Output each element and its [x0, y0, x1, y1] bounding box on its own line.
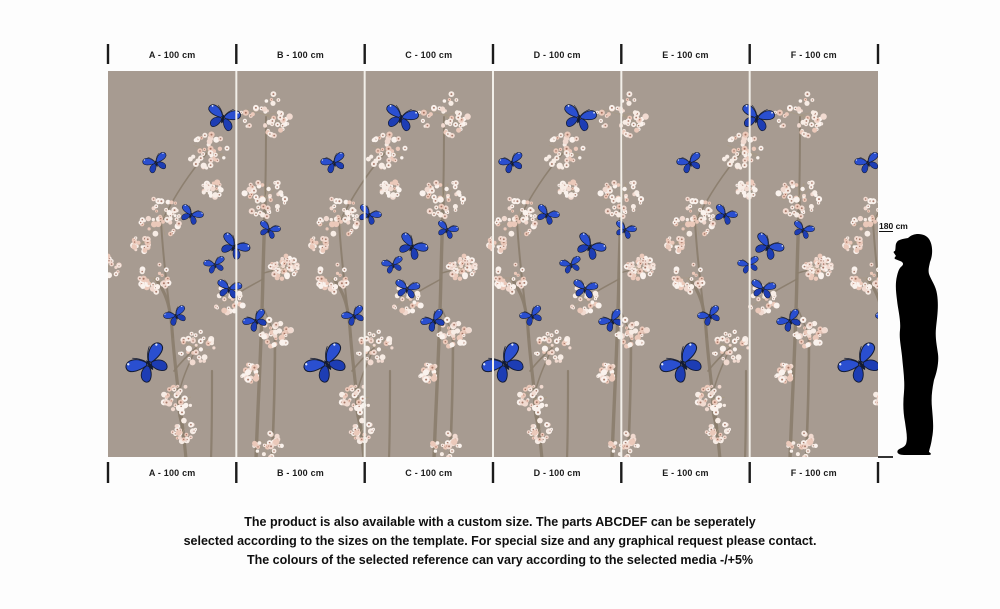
- ruler-tick-top: [106, 44, 110, 64]
- height-value: 180: [879, 221, 894, 232]
- ruler-tick-bottom: [620, 462, 623, 483]
- panel-label-top-a: A - 100 cm: [148, 50, 196, 60]
- footer-line-1: The product is also available with a cus…: [244, 515, 756, 529]
- panel-label-top-c: C - 100 cm: [405, 50, 453, 60]
- ruler-tick-bottom: [235, 462, 238, 483]
- ruler-top: A - 100 cm B - 100 cm C - 100 cm D - 100 cm…: [0, 50, 1000, 64]
- panel-label-bottom-d: D - 100 cm: [533, 468, 581, 478]
- height-unit: cm: [895, 221, 908, 231]
- ruler-tick-top: [491, 44, 495, 64]
- panel-label-top-f: F - 100 cm: [790, 50, 837, 60]
- panel-label-bottom-c: C - 100 cm: [405, 468, 453, 478]
- ruler-tick-bottom: [363, 462, 366, 483]
- height-label: 180 cm: [879, 221, 908, 232]
- panel-label-top-e: E - 100 cm: [662, 50, 709, 60]
- footer-line-2: selected according to the sizes on the t…: [183, 534, 817, 548]
- panel-label-top-b: B - 100 cm: [276, 50, 324, 60]
- panel-label-bottom-e: E - 100 cm: [662, 468, 709, 478]
- ruler-bottom: A - 100 cm B - 100 cm C - 100 cm D - 100 cm…: [0, 468, 1000, 482]
- ruler-tick-top: [235, 44, 238, 64]
- footer-note: The product is also available with a cus…: [0, 513, 1000, 570]
- ruler-tick-top: [620, 44, 623, 64]
- ruler-tick-bottom: [106, 462, 110, 483]
- ruler-tick-top: [876, 44, 880, 64]
- ruler-tick-top: [363, 44, 366, 64]
- ruler-tick-top: [748, 44, 751, 64]
- ruler-tick-bottom: [748, 462, 751, 483]
- ruler-tick-bottom: [491, 462, 495, 483]
- panel-label-top-d: D - 100 cm: [533, 50, 581, 60]
- ruler-tick-bottom: [876, 462, 880, 483]
- panel-label-bottom-a: A - 100 cm: [148, 468, 196, 478]
- human-silhouette: [893, 233, 939, 455]
- footer-line-3: The colours of the selected reference ca…: [246, 553, 754, 567]
- panel-label-bottom-f: F - 100 cm: [790, 468, 837, 478]
- panel-label-bottom-b: B - 100 cm: [276, 468, 324, 478]
